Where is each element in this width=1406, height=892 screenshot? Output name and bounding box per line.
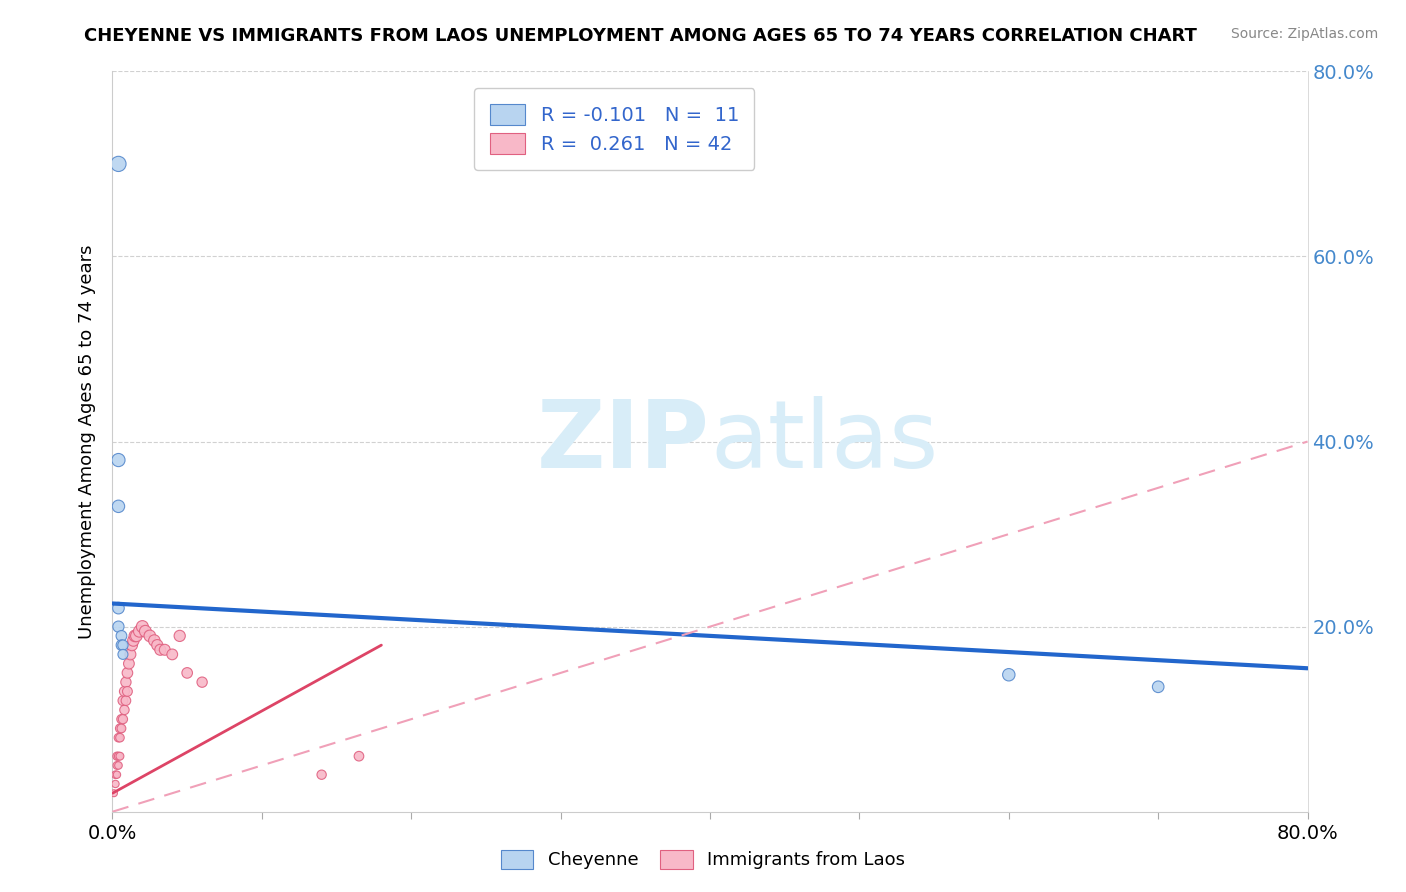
- Point: [110, 722, 132, 736]
- Point: [131, 619, 153, 633]
- Point: [107, 731, 129, 745]
- Point: [118, 657, 141, 671]
- Point: [111, 712, 134, 726]
- Point: [107, 500, 129, 514]
- Point: [146, 638, 169, 652]
- Legend: Cheyenne, Immigrants from Laos: Cheyenne, Immigrants from Laos: [492, 840, 914, 879]
- Point: [125, 629, 148, 643]
- Point: [105, 749, 128, 764]
- Point: [114, 703, 135, 717]
- Point: [143, 633, 166, 648]
- Point: [108, 731, 131, 745]
- Point: [107, 758, 129, 772]
- Point: [121, 638, 143, 652]
- Point: [311, 767, 333, 781]
- Point: [107, 453, 129, 467]
- Point: [176, 665, 198, 680]
- Point: [117, 684, 139, 698]
- Point: [111, 648, 134, 662]
- Point: [162, 648, 183, 662]
- Point: [117, 665, 139, 680]
- Legend: R = -0.101   N =  11, R =  0.261   N = 42: R = -0.101 N = 11, R = 0.261 N = 42: [474, 88, 755, 169]
- Point: [110, 629, 132, 643]
- Point: [103, 786, 125, 800]
- Point: [128, 624, 150, 639]
- Point: [191, 675, 214, 690]
- Point: [111, 638, 134, 652]
- Point: [149, 642, 172, 657]
- Text: atlas: atlas: [710, 395, 938, 488]
- Point: [110, 712, 132, 726]
- Point: [114, 684, 135, 698]
- Point: [122, 633, 145, 648]
- Point: [110, 638, 132, 652]
- Point: [105, 767, 128, 781]
- Point: [108, 722, 131, 736]
- Text: ZIP: ZIP: [537, 395, 710, 488]
- Y-axis label: Unemployment Among Ages 65 to 74 years: Unemployment Among Ages 65 to 74 years: [77, 244, 96, 639]
- Point: [134, 624, 156, 639]
- Point: [104, 777, 127, 791]
- Point: [139, 629, 162, 643]
- Text: Source: ZipAtlas.com: Source: ZipAtlas.com: [1230, 27, 1378, 41]
- Point: [998, 667, 1021, 681]
- Point: [107, 619, 129, 633]
- Point: [111, 694, 134, 708]
- Point: [105, 758, 128, 772]
- Point: [107, 601, 129, 615]
- Point: [115, 675, 138, 690]
- Point: [115, 694, 138, 708]
- Point: [169, 629, 191, 643]
- Point: [1147, 680, 1170, 694]
- Point: [124, 629, 146, 643]
- Text: CHEYENNE VS IMMIGRANTS FROM LAOS UNEMPLOYMENT AMONG AGES 65 TO 74 YEARS CORRELAT: CHEYENNE VS IMMIGRANTS FROM LAOS UNEMPLO…: [84, 27, 1198, 45]
- Point: [104, 767, 127, 781]
- Point: [108, 749, 131, 764]
- Point: [107, 157, 129, 171]
- Point: [153, 642, 176, 657]
- Point: [107, 749, 129, 764]
- Point: [347, 749, 370, 764]
- Point: [120, 648, 142, 662]
